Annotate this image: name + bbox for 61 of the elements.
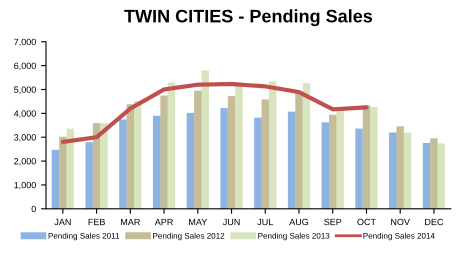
bar [396,126,404,209]
x-tick-label: AUG [289,218,308,226]
bar [295,93,303,209]
y-tick-label: 0 [32,206,36,212]
bar [329,114,336,209]
x-tick-label: FEB [88,218,105,226]
x-tick-label: SEP [324,218,342,226]
bar [362,105,370,209]
y-tick-label: 1,000 [14,182,36,190]
bar [322,122,330,209]
bar [262,100,269,209]
line-series [60,82,369,144]
y-tick-label: 7,000 [14,38,36,46]
bar [422,142,430,209]
x-tick-label: MAR [121,218,140,226]
bar [52,150,60,209]
bar [430,138,438,209]
x-tick-label: JUL [257,218,273,226]
x-tick-label: MAY [189,218,208,226]
legend-label: Pending Sales 2014 [363,232,435,240]
x-tick-label: OCT [357,218,376,226]
bar [59,136,67,209]
bar [186,112,194,209]
bar [194,90,202,209]
bar [85,142,93,209]
bar [254,118,262,209]
bar [152,116,160,209]
x-tick-label: JUN [222,218,240,226]
y-tick-label: 3,000 [14,134,36,142]
legend-label: Pending Sales 2013 [258,232,330,240]
bar [119,120,127,209]
legend-label: Pending Sales 2012 [153,232,224,240]
x-tick-label: JAN [54,218,71,226]
bar [126,104,134,209]
bar [370,106,378,209]
y-tick-label: 6,000 [14,62,36,70]
bar [66,128,74,209]
bar [134,101,142,209]
bar [438,143,446,209]
y-tick-label: 4,000 [14,110,36,118]
bar [160,95,168,209]
bar [235,84,243,209]
bar [336,110,344,209]
legend-label: Pending Sales 2011 [48,232,120,240]
x-tick-label: NOV [391,218,410,226]
bar [404,132,412,209]
bar [228,96,236,209]
bar [202,70,209,209]
bar [220,108,228,209]
bar [168,82,176,209]
bar [302,83,310,209]
bar [268,81,276,209]
bar [389,132,396,209]
x-tick-label: DEC [425,218,444,226]
chart-title: TWIN CITIES - Pending Sales [124,9,372,26]
bar [288,112,296,209]
x-tick-label: APR [154,218,173,226]
bar [92,123,100,209]
y-tick-label: 5,000 [14,86,36,94]
bar [355,128,363,209]
y-tick-label: 2,000 [14,158,36,166]
